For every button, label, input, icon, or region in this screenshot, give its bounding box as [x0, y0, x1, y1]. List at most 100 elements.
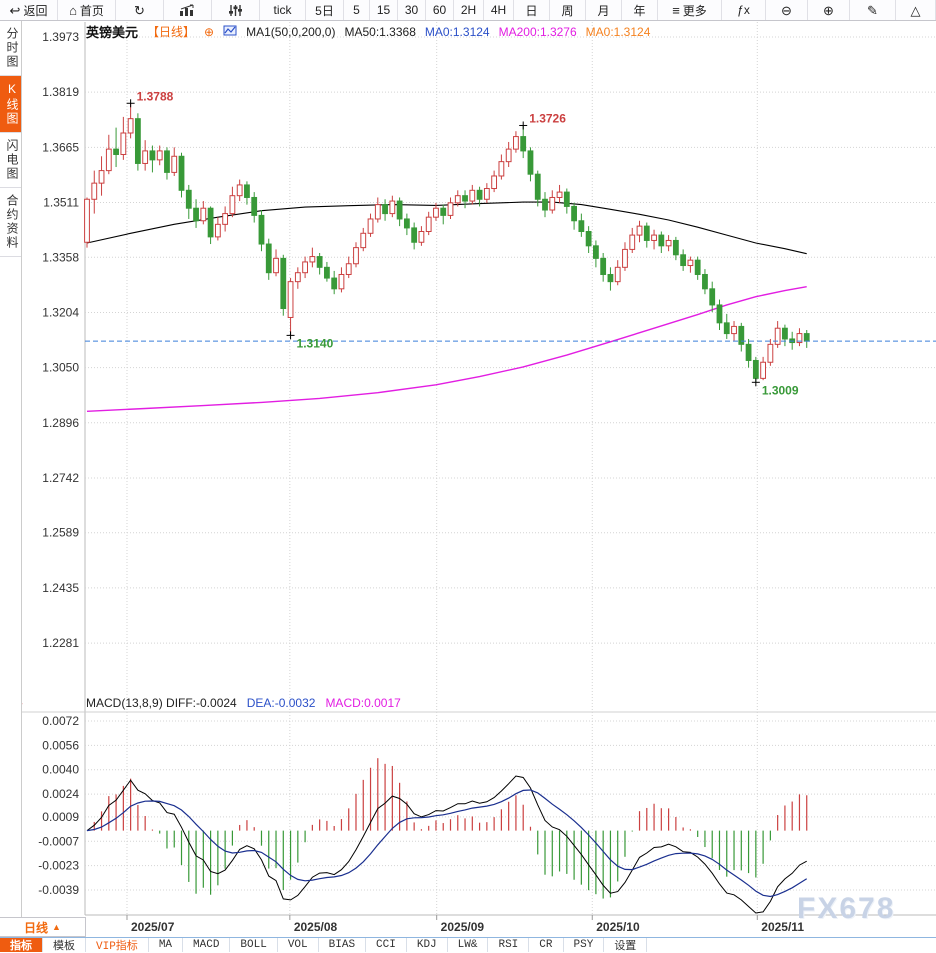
- caret-up-icon: ▲: [52, 922, 61, 932]
- toolbar-home-button[interactable]: ⌂ 首页: [58, 0, 116, 20]
- svg-text:2025/09: 2025/09: [441, 920, 485, 934]
- draw-icon: ✎: [867, 2, 878, 18]
- period-label: 日线: [24, 920, 49, 935]
- svg-text:1.3009: 1.3009: [762, 383, 799, 397]
- interval-tag[interactable]: 【日线】: [147, 25, 196, 39]
- toolbar-interval-tick-button[interactable]: tick: [260, 0, 306, 20]
- toolbar-more-label: 更多: [682, 3, 707, 18]
- more-icon: ≡: [672, 2, 680, 18]
- svg-text:2025/07: 2025/07: [131, 920, 175, 934]
- tab-BIAS[interactable]: BIAS: [319, 938, 367, 952]
- toolbar-chart-type-button[interactable]: [164, 0, 212, 20]
- tab-设置[interactable]: 设置: [604, 938, 648, 953]
- toolbar-refresh-button[interactable]: ↻: [116, 0, 164, 20]
- toolbar-interval-5d-button[interactable]: 5日: [306, 0, 344, 20]
- tab-MACD[interactable]: MACD: [183, 938, 231, 952]
- svg-text:1.3973: 1.3973: [42, 30, 79, 44]
- toolbar-back-button[interactable]: ↩ 返回: [0, 0, 58, 20]
- toolbar-interval-15-button[interactable]: 15: [370, 0, 398, 20]
- toolbar-interval-2h-button[interactable]: 2H: [454, 0, 484, 20]
- svg-text:1.2896: 1.2896: [42, 416, 79, 430]
- svg-text:0.0040: 0.0040: [42, 763, 79, 777]
- toolbar-interval-60-label: 60: [432, 3, 447, 17]
- home-icon: ⌂: [69, 2, 77, 18]
- ma200-line: [86, 286, 807, 412]
- macd-dea-line: [86, 789, 808, 898]
- toolbar-draw-button[interactable]: ✎: [850, 0, 896, 20]
- tab-CR[interactable]: CR: [529, 938, 564, 952]
- toolbar-interval-4h-label: 4H: [490, 3, 507, 17]
- period-selector[interactable]: 日线 ▲: [0, 917, 86, 937]
- svg-text:2025/11: 2025/11: [761, 920, 804, 934]
- tab-KDJ[interactable]: KDJ: [407, 938, 448, 952]
- toolbar-interval-tick-label: tick: [273, 3, 292, 17]
- sidebar-item-分时图[interactable]: 分时图: [0, 21, 21, 76]
- toolbar-interval-year-button[interactable]: 年: [622, 0, 658, 20]
- ma0-blue-value: MA0:1.3124: [424, 24, 490, 39]
- shapes-icon: △: [910, 2, 921, 18]
- toolbar-interval-60-button[interactable]: 60: [426, 0, 454, 20]
- tab-指标[interactable]: 指标: [0, 938, 43, 953]
- svg-text:1.3819: 1.3819: [42, 85, 79, 99]
- ma0-orange-value: MA0:1.3124: [585, 24, 651, 39]
- candles: [84, 103, 810, 383]
- macd-diff-line: [86, 775, 807, 914]
- tab-CCI[interactable]: CCI: [366, 938, 407, 952]
- svg-text:-0.0007: -0.0007: [38, 834, 79, 848]
- toolbar-interval-week-button[interactable]: 周: [550, 0, 586, 20]
- svg-text:2025/08: 2025/08: [294, 920, 338, 934]
- macd-diff-label: MACD(13,8,9) DIFF:-0.0024: [86, 696, 237, 710]
- svg-text:1.2742: 1.2742: [42, 471, 79, 485]
- svg-text:-0.0039: -0.0039: [38, 883, 79, 897]
- macd-bar-label: MACD:0.0017: [325, 696, 401, 710]
- sidebar-item-闪电图[interactable]: 闪电图: [0, 133, 21, 188]
- toolbar-interval-day-button[interactable]: 日: [514, 0, 550, 20]
- toolbar-interval-month-button[interactable]: 月: [586, 0, 622, 20]
- sidebar-item-合约资料[interactable]: 合约资料: [0, 188, 21, 257]
- macd-legend-row: MACD(13,8,9) DIFF:-0.0024 DEA:-0.0032 MA…: [86, 696, 401, 710]
- zoom-out-icon: ⊖: [781, 2, 792, 18]
- toolbar-shapes-button[interactable]: △: [896, 0, 936, 20]
- tab-PSY[interactable]: PSY: [564, 938, 605, 952]
- toolbar-formula-button[interactable]: ƒx: [722, 0, 766, 20]
- toolbar-interval-4h-button[interactable]: 4H: [484, 0, 514, 20]
- svg-text:1.2589: 1.2589: [42, 526, 79, 540]
- ma-params-label: MA1(50,0,200,0): [246, 24, 336, 39]
- ma50-value: MA50:1.3368: [344, 24, 416, 39]
- svg-text:1.2281: 1.2281: [42, 636, 79, 650]
- chart-legend-row: 英镑美元 【日线】 ⊕ MA1(50,0,200,0) MA50:1.3368 …: [86, 22, 650, 41]
- svg-text:1.3050: 1.3050: [42, 361, 79, 375]
- svg-text:0.0024: 0.0024: [42, 787, 79, 801]
- toolbar: ↩ 返回 ⌂ 首页 ↻ tick 5日 5 15 30 60 2H 4H 日周月年 ≡ 更多 ƒx ⊖ ⊕ ✎ △: [0, 0, 936, 21]
- tab-MA[interactable]: MA: [149, 938, 184, 952]
- toolbar-interval-5-button[interactable]: 5: [344, 0, 370, 20]
- tab-LW&[interactable]: LW&: [448, 938, 489, 952]
- toolbar-interval-5-label: 5: [353, 3, 360, 17]
- add-indicator-icon[interactable]: ⊕: [204, 24, 215, 39]
- fx678-watermark: FX678: [797, 892, 896, 925]
- toolbar-interval-30-button[interactable]: 30: [398, 0, 426, 20]
- toolbar-interval-30-label: 30: [404, 3, 419, 17]
- tab-BOLL[interactable]: BOLL: [230, 938, 278, 952]
- tab-RSI[interactable]: RSI: [488, 938, 530, 952]
- sidebar-item-K线图[interactable]: K线图: [0, 76, 21, 133]
- toolbar-zoom-out-button[interactable]: ⊖: [766, 0, 808, 20]
- svg-text:1.3511: 1.3511: [43, 195, 79, 209]
- svg-text:1.3358: 1.3358: [42, 250, 79, 264]
- price-annotations: [126, 99, 760, 387]
- svg-text:1.2435: 1.2435: [42, 581, 79, 595]
- toolbar-interval-2h-label: 2H: [460, 3, 477, 17]
- svg-text:1.3665: 1.3665: [42, 140, 79, 154]
- toolbar-more-button[interactable]: ≡ 更多: [658, 0, 722, 20]
- tab-VIP指标[interactable]: VIP指标: [86, 938, 149, 953]
- grid: [22, 22, 936, 920]
- tab-模板[interactable]: 模板: [43, 938, 86, 953]
- toolbar-interval-year-label: 年: [633, 3, 646, 18]
- toolbar-indicator-panel-button[interactable]: [212, 0, 260, 20]
- chart-type-sidebar: 分时图 K线图 闪电图 合约资料: [0, 21, 22, 917]
- tab-VOL[interactable]: VOL: [278, 938, 319, 952]
- toolbar-zoom-in-button[interactable]: ⊕: [808, 0, 850, 20]
- toolbar-back-label: 返回: [23, 3, 48, 18]
